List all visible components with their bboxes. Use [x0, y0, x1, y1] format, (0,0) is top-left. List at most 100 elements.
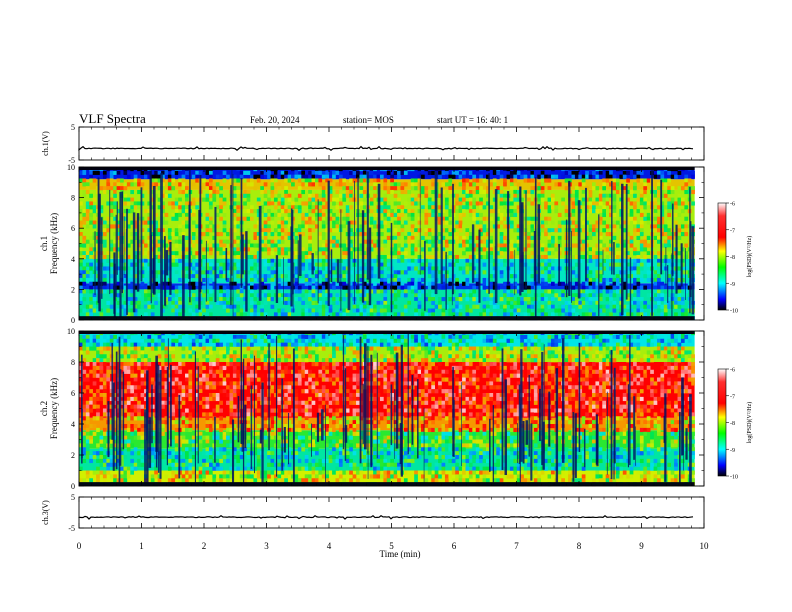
- psd-cell: [222, 243, 227, 248]
- psd-cell: [667, 235, 671, 240]
- psd-cell: [636, 178, 641, 183]
- psd-cell: [537, 197, 542, 202]
- psd-cell: [229, 178, 234, 183]
- psd-cell: [379, 285, 384, 290]
- psd-cell: [96, 308, 100, 313]
- psd-cell: [571, 228, 576, 233]
- psd-cell: [174, 424, 179, 429]
- psd-cell: [99, 312, 104, 317]
- y-tick-label: 10: [67, 163, 75, 172]
- psd-cell: [335, 189, 340, 195]
- psd-cell: [369, 216, 374, 221]
- psd-cell: [89, 455, 93, 460]
- psd-cell: [325, 285, 329, 290]
- psd-cell: [321, 205, 326, 210]
- psd-cell: [267, 266, 271, 271]
- psd-cell: [342, 197, 347, 202]
- psd-cell: [301, 212, 306, 218]
- psd-cell: [468, 193, 473, 198]
- psd-cell: [431, 243, 435, 248]
- psd-cell: [82, 235, 87, 240]
- psd-cell: [167, 297, 172, 302]
- psd-cell: [113, 201, 117, 206]
- psd-cell: [496, 247, 500, 252]
- psd-cell: [133, 216, 138, 221]
- psd-cell: [383, 239, 388, 244]
- psd-cell: [342, 254, 347, 260]
- psd-cell: [458, 212, 463, 218]
- psd-cell: [441, 235, 446, 240]
- psd-cell: [643, 182, 648, 187]
- psd-cell: [335, 205, 340, 210]
- psd-cell: [550, 228, 555, 233]
- psd-cell: [157, 228, 162, 233]
- psd-cell: [349, 228, 353, 233]
- psd-cell: [540, 193, 545, 198]
- psd-cell: [626, 289, 630, 294]
- psd-cell: [612, 182, 617, 187]
- psd-cell: [171, 342, 176, 347]
- psd-cell: [479, 212, 483, 218]
- psd-cell: [92, 381, 97, 386]
- psd-cell: [663, 205, 668, 210]
- psd-cell: [550, 266, 555, 271]
- psd-cell: [205, 193, 210, 198]
- psd-cell: [455, 224, 459, 229]
- psd-cell: [407, 235, 412, 240]
- psd-cell: [250, 300, 254, 306]
- psd-cell: [383, 201, 388, 206]
- psd-cell: [680, 308, 685, 313]
- psd-cell: [174, 228, 179, 233]
- psd-cell: [250, 297, 254, 302]
- psd-cell: [383, 285, 388, 290]
- psd-cell: [82, 338, 87, 343]
- psd-cell: [171, 458, 176, 464]
- psd-cell: [79, 247, 83, 252]
- psd-cell: [667, 300, 671, 306]
- psd-cell: [314, 300, 319, 306]
- psd-cell: [178, 478, 182, 483]
- psd-cell: [513, 197, 518, 202]
- psd-cell: [85, 400, 90, 405]
- psd-cell: [106, 300, 111, 306]
- psd-cell: [171, 178, 176, 183]
- psd-cell: [595, 289, 600, 294]
- psd-cell: [123, 285, 128, 290]
- psd-cell: [123, 365, 128, 371]
- psd-cell: [602, 277, 606, 283]
- psd-cell: [314, 197, 319, 202]
- psd-cell: [311, 205, 316, 210]
- psd-cell: [585, 247, 589, 252]
- psd-cell: [431, 201, 435, 206]
- psd-cell: [147, 474, 152, 479]
- psd-cell: [612, 178, 617, 183]
- psd-cell: [185, 455, 189, 460]
- psd-cell: [653, 224, 658, 229]
- psd-cell: [253, 235, 258, 240]
- psd-cell: [349, 232, 353, 237]
- psd-cell: [451, 312, 456, 317]
- psd-cell: [208, 216, 213, 221]
- psd-cell: [598, 197, 603, 202]
- psd-cell: [171, 212, 176, 218]
- psd-cell: [557, 182, 562, 187]
- psd-cell: [116, 224, 121, 229]
- psd-cell: [468, 201, 473, 206]
- psd-cell: [397, 289, 401, 294]
- psd-cell: [393, 281, 398, 286]
- psd-cell: [212, 189, 217, 195]
- psd-cell: [335, 297, 340, 302]
- psd-cell: [232, 262, 237, 267]
- psd-cell: [99, 186, 104, 191]
- psd-cell: [496, 224, 500, 229]
- psd-cell: [147, 358, 152, 363]
- psd-cell: [171, 308, 176, 313]
- psd-cell: [171, 293, 176, 298]
- psd-cell: [615, 304, 620, 309]
- psd-cell: [612, 186, 617, 191]
- psd-cell: [403, 243, 408, 248]
- psd-cell: [130, 412, 135, 417]
- psd-cell: [571, 308, 576, 313]
- psd-cell: [325, 205, 329, 210]
- psd-cell: [530, 235, 535, 240]
